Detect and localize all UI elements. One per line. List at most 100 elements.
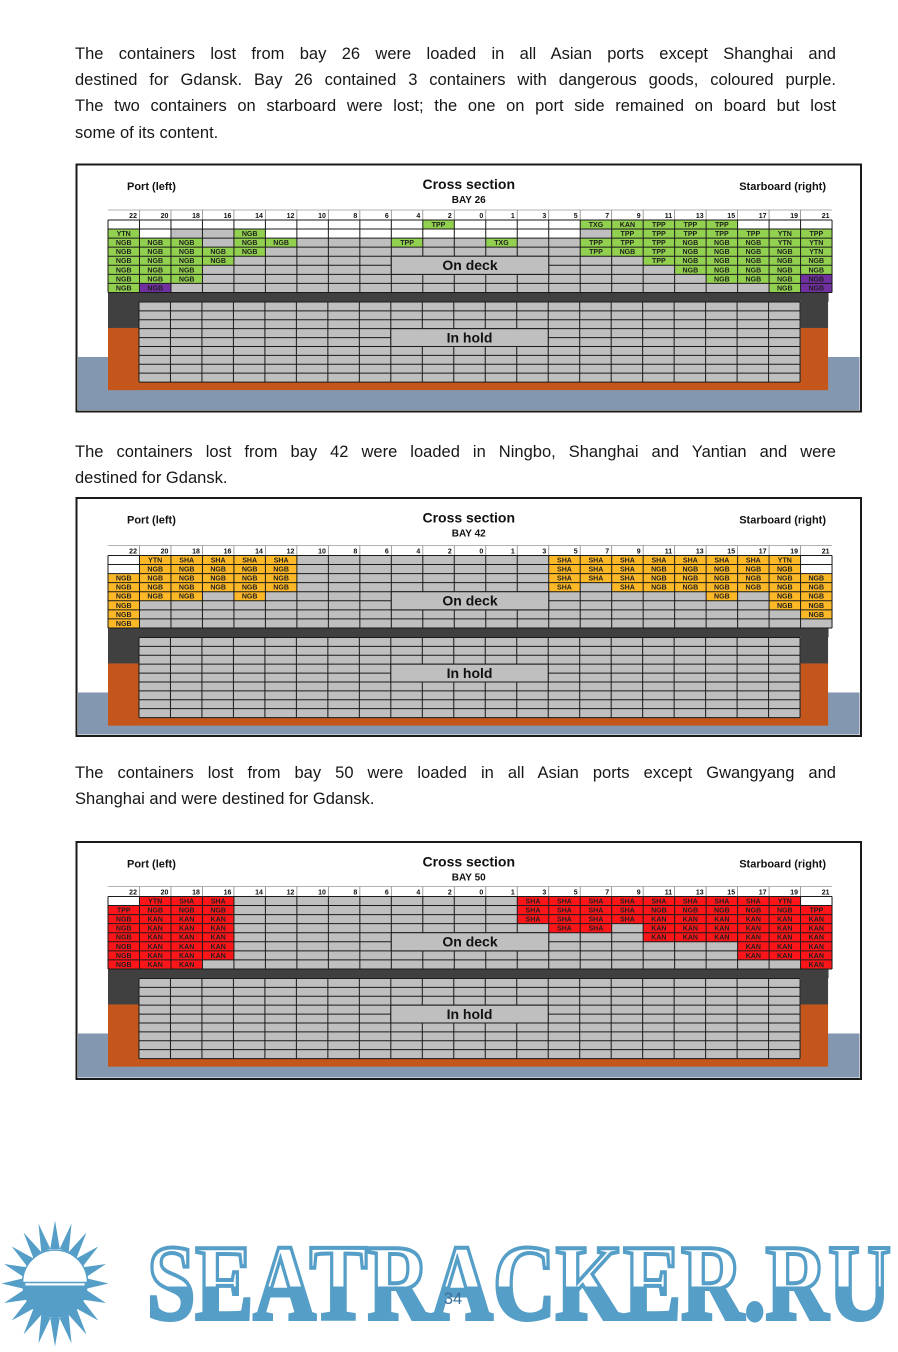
svg-text:10: 10 — [318, 890, 326, 897]
svg-text:NGB: NGB — [746, 267, 762, 274]
svg-text:NGB: NGB — [179, 249, 195, 256]
svg-text:KAN: KAN — [620, 222, 635, 229]
svg-text:YTN: YTN — [809, 249, 823, 256]
svg-text:19: 19 — [790, 213, 798, 220]
svg-text:11: 11 — [665, 890, 673, 897]
svg-text:14: 14 — [255, 213, 263, 220]
svg-text:SHA: SHA — [651, 898, 666, 905]
svg-text:21: 21 — [822, 213, 830, 220]
svg-text:KAN: KAN — [714, 935, 729, 942]
svg-text:Cross section: Cross section — [422, 510, 515, 526]
svg-text:2: 2 — [448, 890, 452, 897]
svg-text:KAN: KAN — [148, 917, 163, 924]
svg-text:SHA: SHA — [588, 908, 603, 915]
svg-text:NGB: NGB — [147, 249, 163, 256]
svg-text:2: 2 — [448, 549, 452, 556]
svg-text:NGB: NGB — [116, 935, 132, 942]
svg-text:BAY 50: BAY 50 — [452, 873, 486, 884]
svg-text:KAN: KAN — [211, 917, 226, 924]
svg-text:NGB: NGB — [777, 585, 793, 592]
svg-text:NGB: NGB — [777, 567, 793, 574]
svg-text:SHA: SHA — [620, 917, 635, 924]
svg-text:9: 9 — [637, 549, 641, 556]
svg-text:SHA: SHA — [620, 576, 635, 583]
svg-text:NGB: NGB — [777, 594, 793, 601]
svg-text:NGB: NGB — [746, 240, 762, 247]
svg-text:NGB: NGB — [147, 240, 163, 247]
svg-text:21: 21 — [822, 890, 830, 897]
svg-text:NGB: NGB — [147, 258, 163, 265]
svg-text:YTN: YTN — [778, 231, 792, 238]
svg-text:NGB: NGB — [620, 249, 636, 256]
svg-text:NGB: NGB — [179, 594, 195, 601]
svg-text:NGB: NGB — [683, 240, 699, 247]
svg-text:NGB: NGB — [116, 926, 132, 933]
svg-text:NGB: NGB — [683, 576, 699, 583]
svg-text:18: 18 — [192, 213, 200, 220]
svg-text:NGB: NGB — [116, 285, 132, 292]
svg-text:SHA: SHA — [274, 557, 289, 564]
svg-text:SHA: SHA — [714, 557, 729, 564]
svg-text:NGB: NGB — [179, 240, 195, 247]
svg-text:SHA: SHA — [557, 917, 572, 924]
svg-text:15: 15 — [727, 549, 735, 556]
svg-text:YTN: YTN — [148, 557, 162, 564]
svg-text:16: 16 — [224, 549, 232, 556]
svg-text:NGB: NGB — [714, 240, 730, 247]
svg-text:NGB: NGB — [147, 908, 163, 915]
svg-text:NGB: NGB — [683, 567, 699, 574]
svg-text:7: 7 — [605, 890, 609, 897]
svg-text:10: 10 — [318, 549, 326, 556]
svg-text:NGB: NGB — [808, 576, 824, 583]
svg-text:NGB: NGB — [777, 285, 793, 292]
svg-text:Starboard (right): Starboard (right) — [739, 859, 826, 871]
svg-text:KAN: KAN — [211, 944, 226, 951]
svg-text:NGB: NGB — [116, 585, 132, 592]
svg-text:NGB: NGB — [714, 276, 730, 283]
svg-text:NGB: NGB — [116, 249, 132, 256]
svg-text:KAN: KAN — [148, 962, 163, 969]
svg-text:NGB: NGB — [777, 908, 793, 915]
svg-text:KAN: KAN — [683, 926, 698, 933]
svg-text:6: 6 — [385, 213, 389, 220]
svg-text:Cross section: Cross section — [422, 176, 515, 192]
svg-text:NGB: NGB — [116, 276, 132, 283]
svg-text:NGB: NGB — [714, 258, 730, 265]
svg-text:10: 10 — [318, 213, 326, 220]
svg-text:16: 16 — [224, 213, 232, 220]
svg-text:SHA: SHA — [179, 557, 194, 564]
svg-text:SHA: SHA — [746, 898, 761, 905]
svg-text:6: 6 — [385, 890, 389, 897]
svg-text:TPP: TPP — [684, 231, 698, 238]
svg-text:TPP: TPP — [652, 249, 666, 256]
svg-text:TPP: TPP — [652, 258, 666, 265]
svg-text:KAN: KAN — [777, 917, 792, 924]
svg-text:Port (left): Port (left) — [127, 181, 176, 193]
svg-text:SHA: SHA — [557, 898, 572, 905]
svg-text:13: 13 — [696, 213, 704, 220]
svg-text:0: 0 — [479, 890, 483, 897]
svg-text:KAN: KAN — [148, 926, 163, 933]
svg-text:22: 22 — [129, 890, 137, 897]
svg-text:NGB: NGB — [242, 249, 258, 256]
svg-text:KAN: KAN — [777, 926, 792, 933]
svg-text:NGB: NGB — [179, 567, 195, 574]
svg-text:1: 1 — [511, 549, 515, 556]
svg-text:NGB: NGB — [714, 594, 730, 601]
svg-text:19: 19 — [790, 549, 798, 556]
svg-text:KAN: KAN — [809, 962, 824, 969]
svg-text:NGB: NGB — [273, 576, 289, 583]
svg-text:3: 3 — [542, 890, 546, 897]
svg-text:4: 4 — [416, 213, 420, 220]
svg-text:14: 14 — [255, 890, 263, 897]
svg-text:SHA: SHA — [588, 898, 603, 905]
svg-text:0: 0 — [479, 549, 483, 556]
svg-text:SHA: SHA — [557, 926, 572, 933]
svg-text:17: 17 — [759, 890, 767, 897]
svg-text:NGB: NGB — [116, 612, 132, 619]
svg-text:NGB: NGB — [116, 962, 132, 969]
svg-text:SEATRACKER.RU: SEATRACKER.RU — [147, 1224, 891, 1343]
svg-text:KAN: KAN — [777, 953, 792, 960]
svg-text:8: 8 — [353, 549, 357, 556]
svg-text:NGB: NGB — [116, 953, 132, 960]
